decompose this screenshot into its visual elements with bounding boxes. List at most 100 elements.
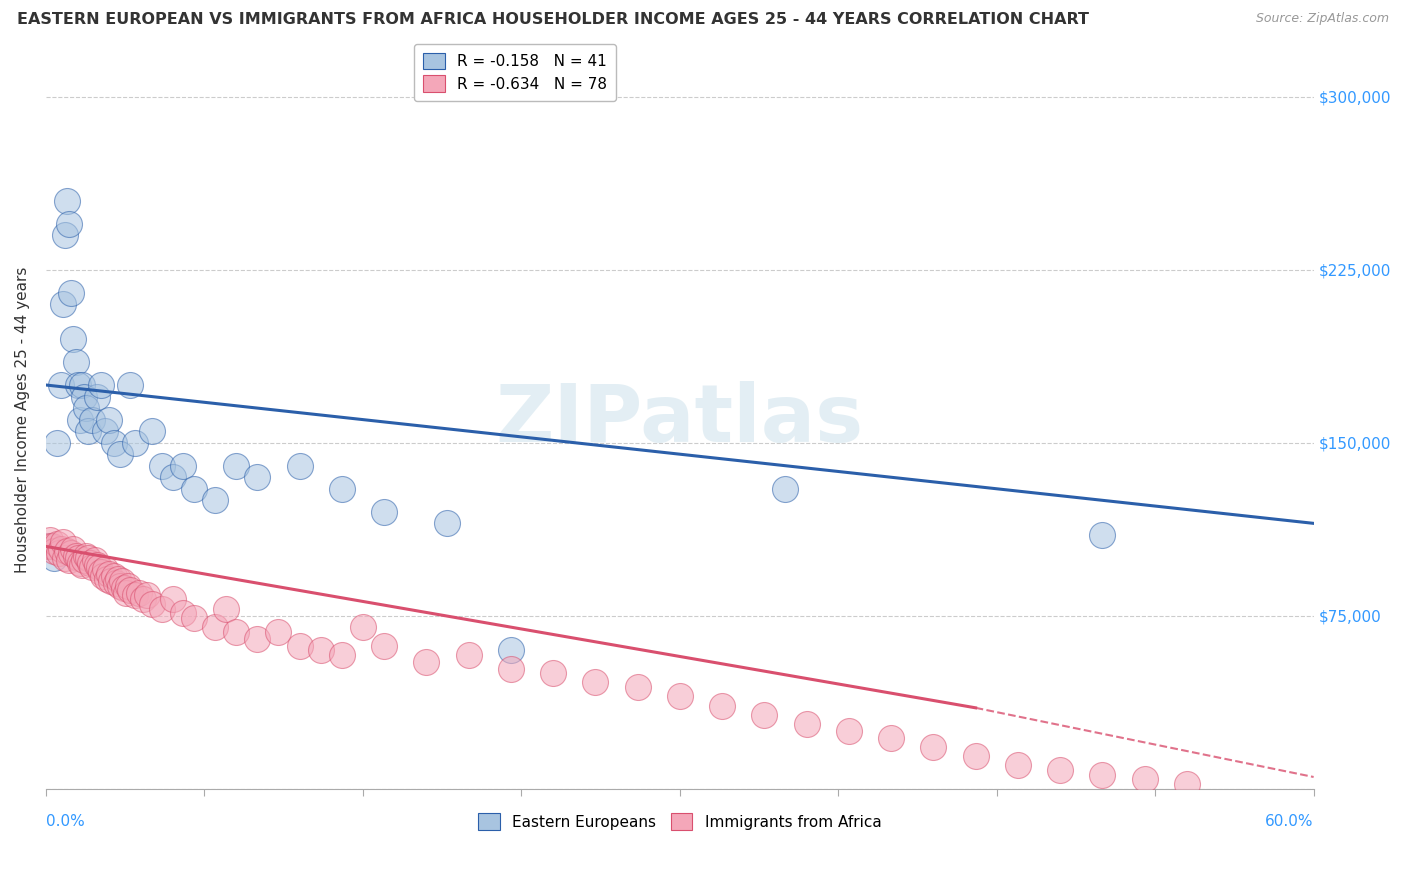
- Point: [1091, 528, 1114, 542]
- Point: [499, 643, 522, 657]
- Point: [1175, 777, 1198, 791]
- Point: [58, 217, 80, 231]
- Text: 0.0%: 0.0%: [46, 814, 84, 830]
- Point: [128, 585, 150, 599]
- Point: [309, 643, 332, 657]
- Point: [162, 592, 184, 607]
- Point: [44, 551, 66, 566]
- Point: [98, 412, 121, 426]
- Point: [37, 540, 59, 554]
- Point: [69, 556, 91, 570]
- Point: [124, 588, 146, 602]
- Point: [83, 553, 105, 567]
- Point: [120, 583, 142, 598]
- Point: [75, 549, 97, 563]
- Point: [49, 378, 72, 392]
- Point: [52, 534, 75, 549]
- Point: [48, 546, 70, 560]
- Point: [94, 562, 117, 576]
- Point: [73, 553, 96, 567]
- Point: [457, 648, 479, 662]
- Text: ZIPatlas: ZIPatlas: [496, 381, 863, 458]
- Point: [90, 565, 112, 579]
- Point: [922, 739, 945, 754]
- Point: [373, 505, 395, 519]
- Point: [373, 639, 395, 653]
- Point: [49, 541, 72, 556]
- Point: [214, 601, 236, 615]
- Point: [112, 581, 135, 595]
- Point: [965, 749, 987, 764]
- Point: [60, 546, 83, 560]
- Point: [246, 632, 269, 646]
- Point: [583, 675, 606, 690]
- Point: [115, 585, 138, 599]
- Point: [103, 569, 125, 583]
- Point: [246, 470, 269, 484]
- Point: [60, 285, 83, 300]
- Point: [45, 537, 67, 551]
- Point: [415, 655, 437, 669]
- Point: [225, 458, 247, 473]
- Point: [136, 588, 159, 602]
- Point: [267, 624, 290, 639]
- Point: [44, 544, 66, 558]
- Point: [41, 540, 63, 554]
- Text: EASTERN EUROPEAN VS IMMIGRANTS FROM AFRICA HOUSEHOLDER INCOME AGES 25 - 44 YEARS: EASTERN EUROPEAN VS IMMIGRANTS FROM AFRI…: [17, 12, 1088, 27]
- Point: [288, 458, 311, 473]
- Point: [150, 601, 173, 615]
- Point: [39, 533, 62, 547]
- Point: [1133, 772, 1156, 787]
- Point: [52, 297, 75, 311]
- Text: 60.0%: 60.0%: [1265, 814, 1313, 830]
- Point: [75, 401, 97, 415]
- Point: [77, 424, 100, 438]
- Point: [70, 558, 93, 572]
- Point: [98, 567, 121, 582]
- Point: [225, 624, 247, 639]
- Legend: Eastern Europeans, Immigrants from Africa: Eastern Europeans, Immigrants from Afric…: [472, 807, 887, 836]
- Point: [499, 662, 522, 676]
- Point: [775, 482, 797, 496]
- Point: [86, 558, 108, 572]
- Point: [754, 707, 776, 722]
- Point: [183, 611, 205, 625]
- Point: [86, 390, 108, 404]
- Point: [124, 435, 146, 450]
- Point: [66, 551, 89, 566]
- Point: [107, 572, 129, 586]
- Point: [669, 690, 692, 704]
- Point: [62, 332, 84, 346]
- Point: [162, 470, 184, 484]
- Point: [330, 482, 353, 496]
- Point: [53, 228, 76, 243]
- Point: [66, 378, 89, 392]
- Point: [70, 378, 93, 392]
- Point: [39, 540, 62, 554]
- Point: [141, 424, 163, 438]
- Point: [108, 447, 131, 461]
- Point: [104, 576, 127, 591]
- Point: [91, 569, 114, 583]
- Point: [541, 666, 564, 681]
- Point: [56, 194, 79, 208]
- Point: [183, 482, 205, 496]
- Point: [45, 435, 67, 450]
- Point: [108, 579, 131, 593]
- Point: [103, 435, 125, 450]
- Point: [79, 556, 101, 570]
- Point: [352, 620, 374, 634]
- Point: [82, 412, 104, 426]
- Point: [117, 579, 139, 593]
- Point: [56, 544, 79, 558]
- Point: [90, 378, 112, 392]
- Point: [838, 723, 860, 738]
- Point: [82, 560, 104, 574]
- Point: [53, 551, 76, 566]
- Point: [1091, 767, 1114, 781]
- Point: [1049, 763, 1071, 777]
- Point: [94, 424, 117, 438]
- Point: [100, 574, 122, 588]
- Point: [141, 597, 163, 611]
- Point: [172, 458, 194, 473]
